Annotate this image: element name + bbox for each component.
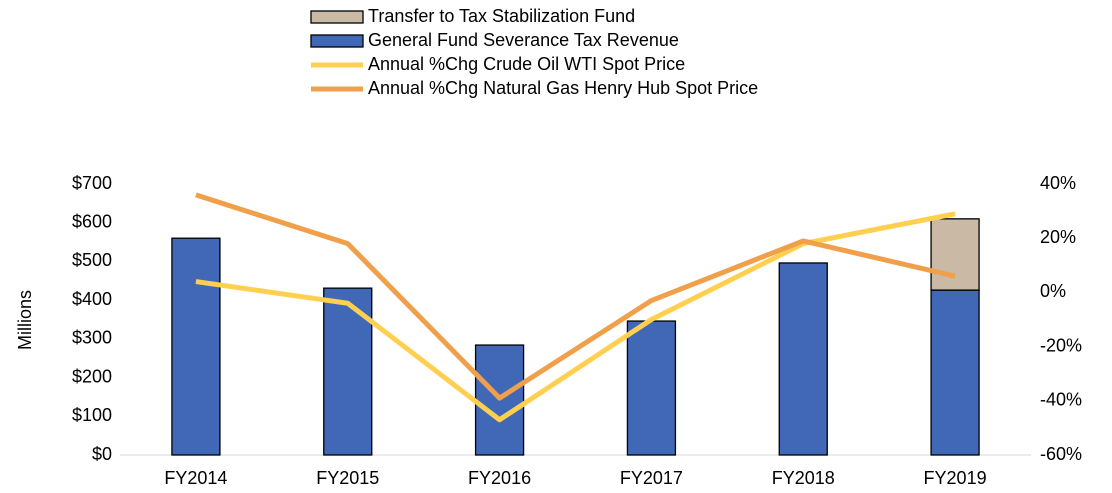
y2-tick-label: -20% [1040, 335, 1082, 355]
y-tick-label: $700 [72, 173, 112, 193]
legend-label: Annual %Chg Natural Gas Henry Hub Spot P… [368, 78, 758, 98]
bar [930, 218, 980, 291]
line [195, 192, 956, 401]
bar [171, 237, 221, 456]
legend-label: General Fund Severance Tax Revenue [368, 30, 679, 50]
y-tick-label: $400 [72, 289, 112, 309]
x-tick-label: FY2017 [620, 468, 683, 488]
y2-tick-label: 20% [1040, 227, 1076, 247]
x-tick-label: FY2014 [164, 468, 227, 488]
legend-swatch [310, 10, 364, 24]
y-tick-label: $200 [72, 366, 112, 386]
y-tick-label: $500 [72, 250, 112, 270]
y2-tick-label: -60% [1040, 444, 1082, 464]
y-tick-label: $100 [72, 405, 112, 425]
y2-tick-label: 0% [1040, 281, 1066, 301]
bar [626, 320, 677, 456]
bar [930, 289, 980, 456]
y2-tick-label: -40% [1040, 390, 1082, 410]
y-tick-label: $0 [92, 444, 112, 464]
y2-tick-label: 40% [1040, 173, 1076, 193]
y-axis-label: Millions [15, 290, 35, 350]
line [195, 211, 956, 423]
x-tick-label: FY2016 [468, 468, 531, 488]
x-tick-label: FY2019 [924, 468, 987, 488]
x-tick-label: FY2015 [316, 468, 379, 488]
legend-swatch [310, 34, 364, 48]
legend-label: Transfer to Tax Stabilization Fund [368, 6, 635, 26]
legend-label: Annual %Chg Crude Oil WTI Spot Price [368, 54, 685, 74]
bar [778, 262, 828, 456]
x-tick-label: FY2018 [772, 468, 835, 488]
y-tick-label: $300 [72, 328, 112, 348]
y-tick-label: $600 [72, 211, 112, 231]
